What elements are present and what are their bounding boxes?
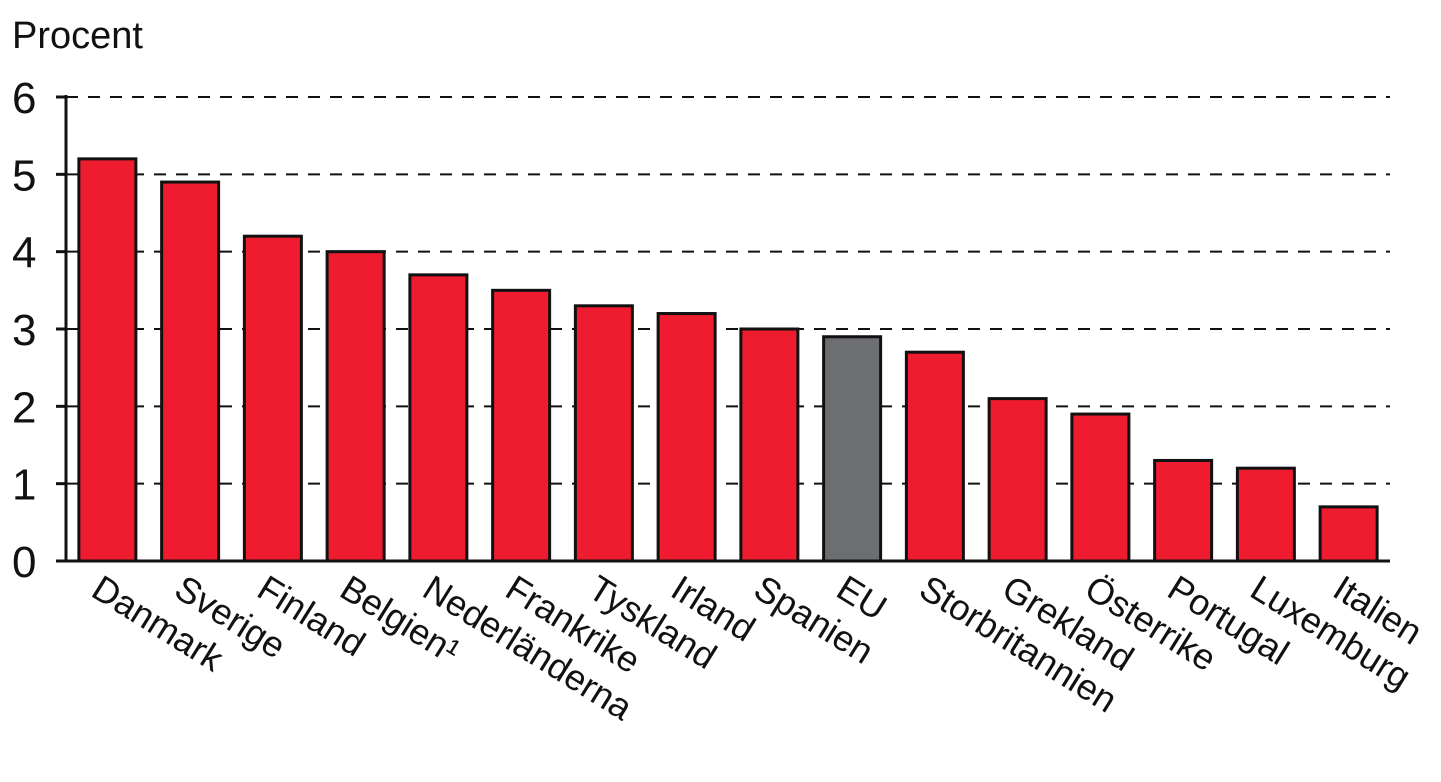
axes bbox=[64, 95, 1390, 563]
x-axis-category-labels: DanmarkSverigeFinlandBelgien¹Nederländer… bbox=[85, 567, 1429, 728]
bar-8 bbox=[739, 327, 800, 563]
bar-7 bbox=[656, 312, 717, 563]
bar-12 bbox=[1070, 412, 1131, 563]
bar-14 bbox=[1235, 466, 1296, 563]
bar-2 bbox=[242, 234, 303, 563]
y-axis-unit-label: Procent bbox=[12, 15, 143, 57]
y-axis-ticks: 0 1 2 3 4 5 6 bbox=[12, 74, 66, 587]
bar-5 bbox=[491, 288, 552, 563]
y-tick-label-6: 6 bbox=[12, 74, 36, 123]
bar-11 bbox=[987, 397, 1048, 563]
bar-15 bbox=[1318, 505, 1379, 563]
bar-1 bbox=[160, 180, 221, 563]
bar-13 bbox=[1153, 458, 1214, 563]
bar-4 bbox=[408, 273, 469, 563]
bar-6 bbox=[573, 304, 634, 563]
bar-9 bbox=[822, 335, 883, 563]
bars bbox=[77, 157, 1379, 563]
y-tick-label-5: 5 bbox=[12, 151, 36, 200]
y-tick-label-0: 0 bbox=[12, 538, 36, 587]
y-tick-label-1: 1 bbox=[12, 461, 36, 510]
y-tick-label-3: 3 bbox=[12, 306, 36, 355]
y-tick-label-4: 4 bbox=[12, 229, 36, 278]
bar-10 bbox=[904, 350, 965, 563]
bar-3 bbox=[325, 250, 386, 563]
y-tick-label-2: 2 bbox=[12, 383, 36, 432]
bar-0 bbox=[77, 157, 138, 563]
